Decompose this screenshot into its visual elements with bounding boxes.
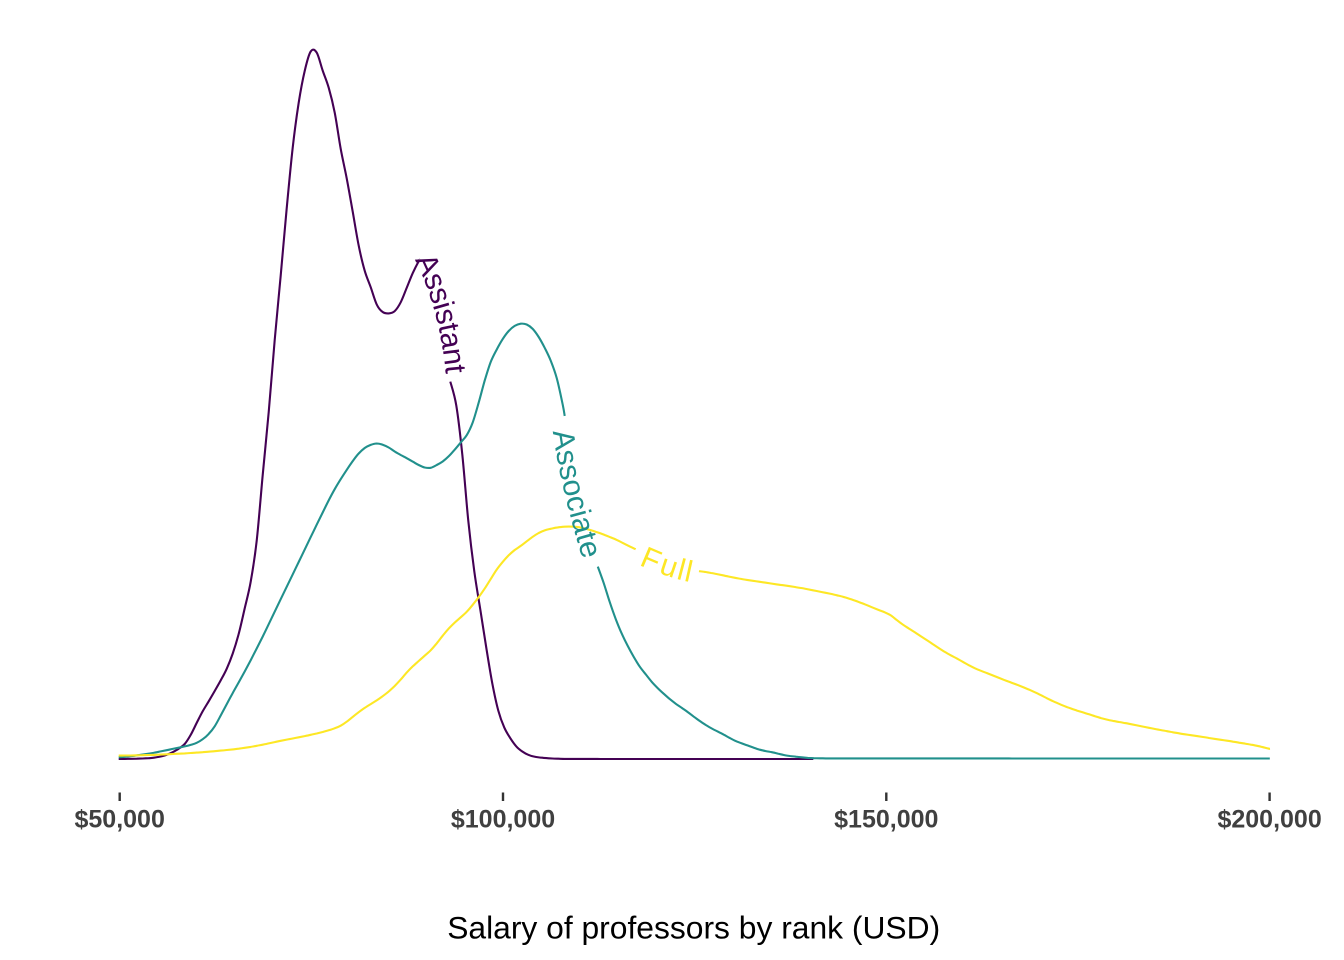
- svg-text:$100,000: $100,000: [451, 806, 555, 834]
- svg-text:$150,000: $150,000: [834, 806, 938, 834]
- svg-text:$200,000: $200,000: [1217, 806, 1321, 834]
- svg-text:s: s: [549, 447, 584, 468]
- svg-text:A: A: [546, 427, 582, 452]
- svg-text:o: o: [555, 476, 591, 500]
- svg-text:n: n: [436, 346, 471, 367]
- svg-text:s: s: [552, 461, 587, 482]
- svg-text:Salary of professors by rank (: Salary of professors by rank (USD): [447, 910, 940, 946]
- svg-text:$50,000: $50,000: [75, 806, 165, 834]
- svg-text:a: a: [433, 329, 468, 352]
